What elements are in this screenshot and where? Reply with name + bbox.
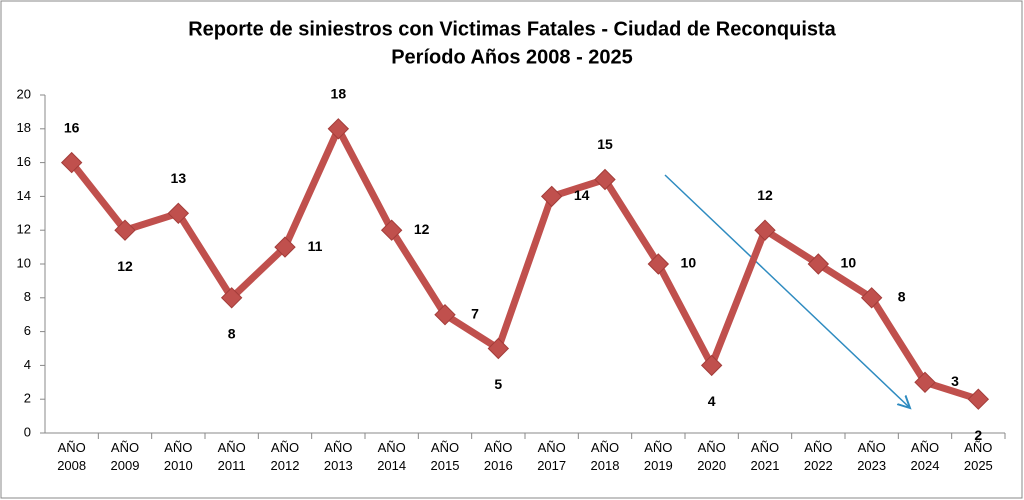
x-tick-label: AÑO 2018 [591, 440, 620, 473]
x-tick-label: AÑO 2011 [218, 440, 246, 473]
y-tick-label: 18 [17, 120, 31, 135]
data-label: 10 [841, 255, 857, 271]
x-tick-label: AÑO 2019 [644, 440, 673, 473]
data-label: 11 [308, 238, 323, 254]
marker [487, 337, 510, 360]
marker [700, 354, 723, 377]
x-tick-label: AÑO 2013 [324, 440, 353, 473]
trend-arrow [664, 174, 910, 408]
x-tick-label: AÑO 2010 [164, 440, 193, 473]
y-tick-label: 0 [24, 424, 31, 439]
y-tick-label: 20 [17, 86, 31, 101]
x-tick-label: AÑO 2016 [484, 440, 513, 473]
marker [274, 236, 296, 258]
marker [220, 287, 243, 309]
data-label: 18 [331, 86, 347, 102]
data-label: 7 [471, 305, 479, 321]
data-label: 4 [708, 393, 716, 409]
marker [434, 303, 456, 326]
data-label: 8 [898, 289, 906, 305]
y-tick-label: 8 [24, 289, 31, 304]
chart-subtitle: Período Años 2008 - 2025 [391, 46, 633, 68]
x-tick-label: AÑO 2023 [857, 440, 886, 473]
x-tick-label: AÑO 2020 [697, 440, 726, 473]
marker [807, 253, 830, 275]
x-tick-label: AÑO 2015 [431, 440, 460, 473]
data-label: 15 [597, 136, 613, 152]
data-label: 13 [171, 170, 187, 186]
marker [594, 168, 616, 191]
marker [327, 118, 350, 140]
data-label: 3 [951, 373, 959, 389]
data-label: 8 [228, 326, 236, 342]
x-tick-label: AÑO 2012 [271, 440, 300, 473]
y-tick-label: 6 [24, 323, 31, 338]
data-label: 10 [681, 255, 697, 271]
x-tick-label: AÑO 2009 [111, 440, 140, 473]
x-tick-label: AÑO 2025 [964, 440, 993, 473]
marker [167, 202, 190, 225]
marker [540, 185, 563, 208]
chart-title: Reporte de siniestros con Victimas Fatal… [188, 18, 836, 40]
marker [647, 253, 670, 275]
marker [114, 219, 136, 241]
series-line [68, 125, 980, 403]
x-tick-label: AÑO 2008 [57, 440, 86, 473]
data-label: 12 [414, 221, 430, 237]
data-label: 14 [574, 187, 590, 203]
x-tick-label: AÑO 2014 [377, 440, 406, 473]
data-label: 12 [757, 187, 773, 203]
marker [380, 219, 403, 241]
data-label: 2 [974, 427, 982, 443]
y-tick-label: 16 [17, 154, 31, 169]
data-label: 16 [64, 119, 80, 135]
y-tick-label: 10 [17, 255, 31, 270]
x-tick-label: AÑO 2017 [537, 440, 566, 473]
marker [60, 151, 83, 174]
data-label: 5 [494, 376, 502, 392]
y-tick-label: 14 [17, 188, 31, 203]
marker [967, 388, 990, 410]
x-tick-label: AÑO 2022 [804, 440, 833, 473]
y-tick-label: 4 [24, 357, 31, 372]
x-tick-label: AÑO 2024 [911, 440, 940, 473]
y-tick-label: 2 [24, 391, 31, 406]
marker [860, 287, 883, 309]
data-label: 12 [117, 258, 133, 274]
marker [754, 219, 776, 241]
marker [914, 371, 936, 394]
x-tick-label: AÑO 2021 [751, 440, 780, 473]
y-tick-label: 12 [17, 222, 31, 237]
